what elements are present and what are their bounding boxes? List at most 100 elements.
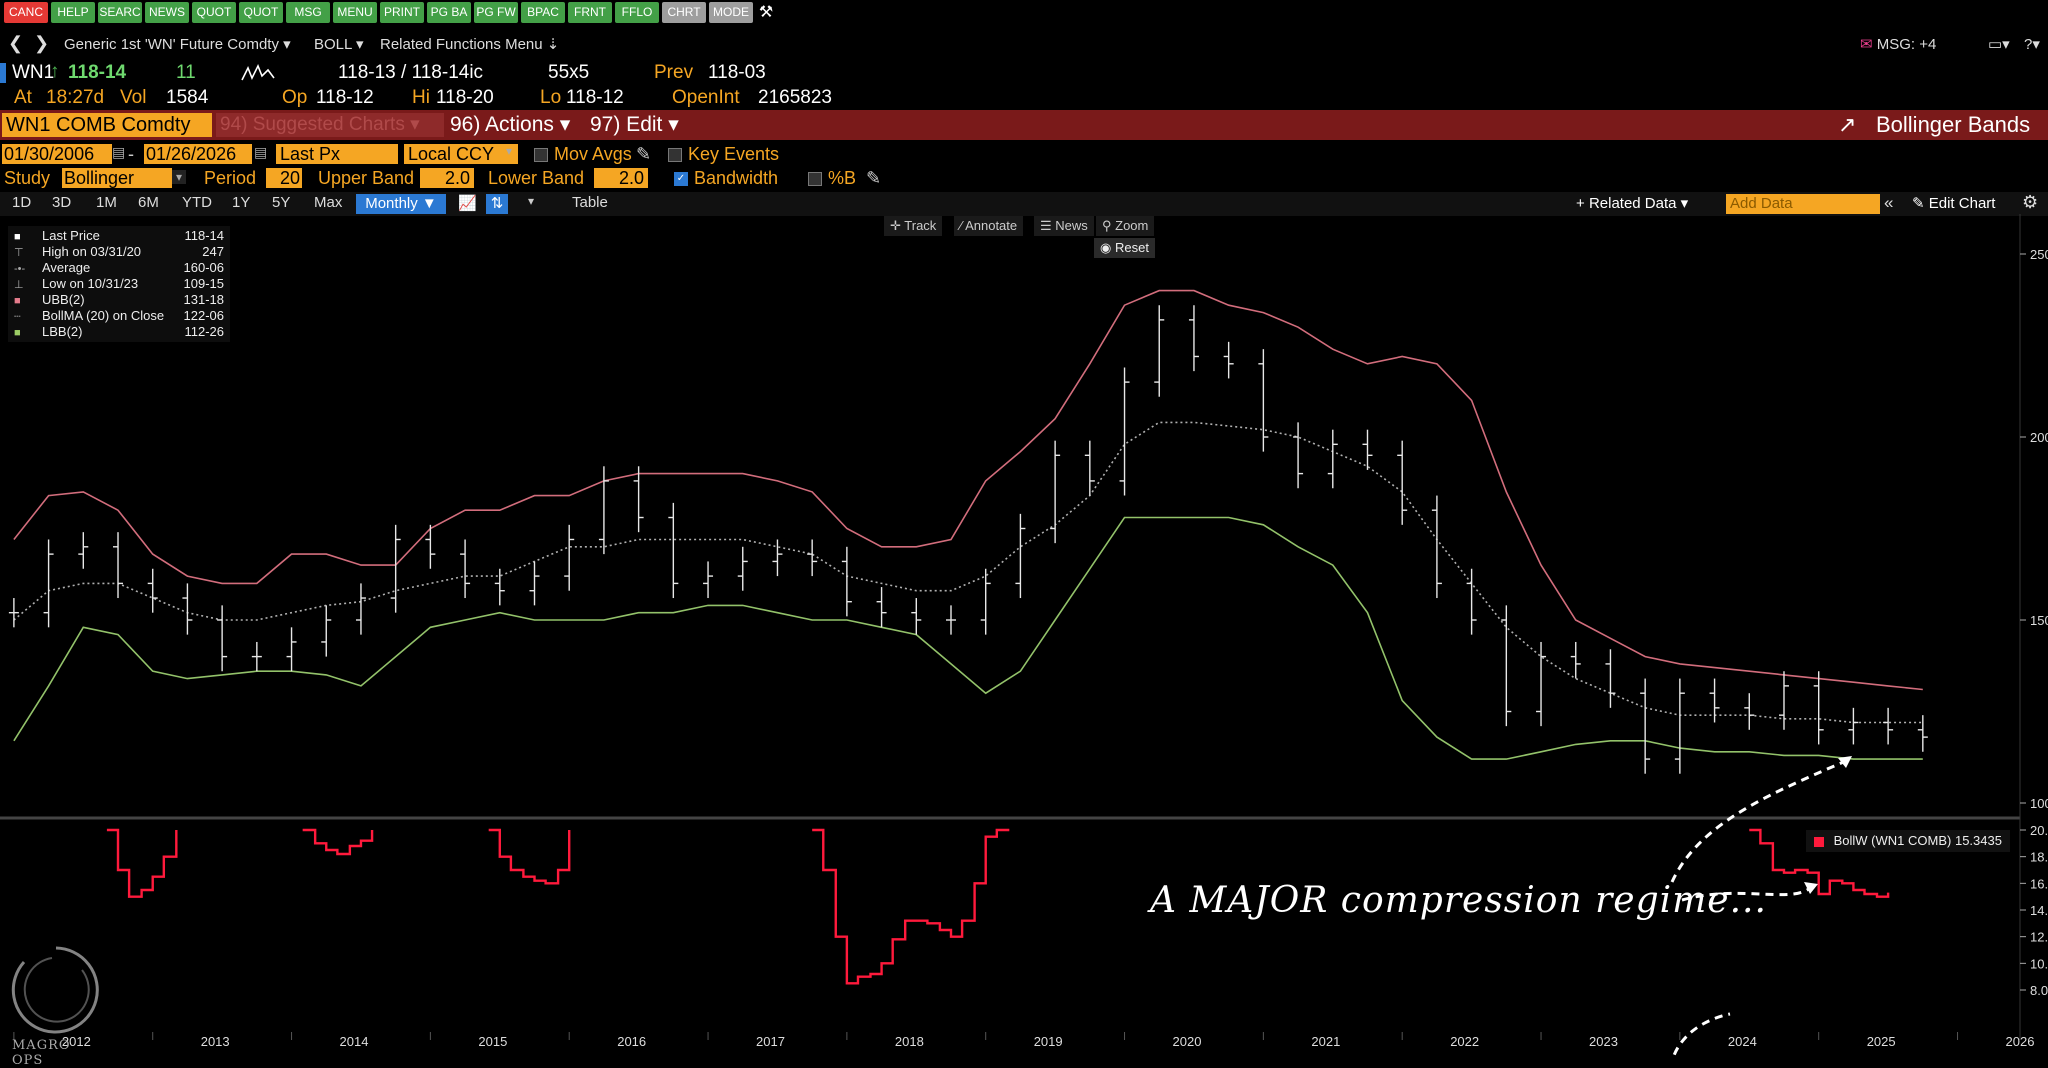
range-button-1m[interactable]: 1M <box>96 194 117 211</box>
range-button-1d[interactable]: 1D <box>12 194 32 211</box>
legend-swatch: -•- <box>14 263 26 275</box>
security-dropdown[interactable]: Generic 1st 'WN' Future Comdty ▾ <box>64 36 291 53</box>
toolbar-button-quot[interactable]: QUOT <box>239 2 283 23</box>
prev-close: 118-03 <box>708 62 766 83</box>
gear-icon[interactable]: ⚙ <box>2022 192 2039 212</box>
mov-avgs-checkbox[interactable] <box>534 148 548 162</box>
collapse-icon[interactable]: « <box>1884 193 1894 212</box>
annotate-label: Annotate <box>965 218 1018 233</box>
key-events-checkbox[interactable] <box>668 148 682 162</box>
zoom-button[interactable]: ⚲ Zoom <box>1096 216 1155 236</box>
currency-select[interactable]: Local CCY <box>404 144 518 164</box>
back-arrow-icon[interactable]: ❮ <box>8 33 24 53</box>
study-select[interactable]: Bollinger <box>62 168 172 188</box>
line-chart-icon[interactable]: 📈 <box>458 195 477 212</box>
calendar-icon[interactable]: ▤ <box>254 144 268 160</box>
popout-icon[interactable]: ↗ <box>1838 112 1857 137</box>
study-dropdown[interactable]: BOLL ▾ <box>314 36 364 53</box>
range-button-max[interactable]: Max <box>314 194 343 211</box>
reset-button[interactable]: ◉ Reset <box>1094 238 1155 258</box>
annotate-button[interactable]: ∕ Annotate <box>954 216 1024 236</box>
range-button-1y[interactable]: 1Y <box>232 194 251 211</box>
msg-indicator[interactable]: ✉ MSG: +4 <box>1860 35 1936 53</box>
chevron-down-icon[interactable]: ▾ <box>528 194 535 208</box>
y-tick-label: 20.00 <box>2030 823 2048 838</box>
toolbar-button-news[interactable]: NEWS <box>145 2 189 23</box>
pctb-checkbox[interactable] <box>808 172 822 186</box>
range-button-3d[interactable]: 3D <box>52 194 72 211</box>
toolbar-button-pg-ba[interactable]: PG BA <box>427 2 471 23</box>
price-field-select[interactable]: Last Px <box>276 144 398 164</box>
start-date-input[interactable]: 01/30/2006 <box>2 144 112 164</box>
range-button-5y[interactable]: 5Y <box>272 194 291 211</box>
at-label: At <box>14 87 32 108</box>
edit-chart-button[interactable]: ✎ Edit Chart <box>1912 195 1996 212</box>
help-icon[interactable]: ?▾ <box>2024 36 2040 53</box>
upper-band-input[interactable]: 2.0 <box>420 168 474 188</box>
sparkline-icon <box>241 64 275 81</box>
toolbar-button-help[interactable]: HELP <box>51 2 95 23</box>
range-button-6m[interactable]: 6M <box>138 194 159 211</box>
upper-band-label: Upper Band <box>318 168 415 188</box>
toolbar-button-bpac[interactable]: BPAC <box>521 2 565 23</box>
y-tick-label: 12.00 <box>2030 930 2048 945</box>
period-input[interactable]: 20 <box>266 168 302 188</box>
security-field[interactable]: WN1 COMB Comdty <box>2 113 212 137</box>
pencil-icon[interactable]: ✎ <box>866 168 882 188</box>
related-functions-menu[interactable]: Related Functions Menu ⇣ <box>380 36 560 53</box>
chevron-down-icon[interactable]: ▾ <box>506 144 513 158</box>
actions-menu[interactable]: 96) Actions ▾ <box>450 113 571 136</box>
chart-legend: ■ Last Price 118-14 ⊤ High on 03/31/20 247 -•-… <box>8 226 230 342</box>
toolbar-button-canc[interactable]: CANC <box>4 2 48 23</box>
track-button[interactable]: ✛ Track <box>884 216 943 236</box>
toolbar-button-chrt[interactable]: CHRT <box>662 2 706 23</box>
legend-label: BollMA (20) on Close <box>42 308 165 323</box>
add-data-input[interactable]: Add Data <box>1726 194 1880 214</box>
toolbar-button-pg-fw[interactable]: PG FW <box>474 2 518 23</box>
legend-row: ■ UBB(2) 131-18 <box>14 292 224 308</box>
suggested-charts-button[interactable]: 94) Suggested Charts ▾ <box>216 113 444 137</box>
bollinger-chart[interactable]: 100 150 200 250 8.00 10.00 12.00 14.00 16.00 18.0… <box>0 214 2048 1058</box>
legend-row: ┄ BollMA (20) on Close 122-06 <box>14 308 224 324</box>
toolbar-button-fflo[interactable]: FFLO <box>615 2 659 23</box>
toolbar-button-frnt[interactable]: FRNT <box>568 2 612 23</box>
bar-chart-icon[interactable]: ⇅ <box>486 194 508 214</box>
date-separator: - <box>128 144 134 164</box>
news-button[interactable]: ☰ News <box>1034 216 1094 236</box>
legend-label: Last Price <box>42 228 100 243</box>
open-price: 118-12 <box>316 87 374 108</box>
bandwidth-checkbox[interactable]: ✓ <box>674 172 688 186</box>
y-tick-label: 10.00 <box>2030 956 2048 971</box>
toolbar-button-menu[interactable]: MENU <box>333 2 377 23</box>
toolbar-button-quot[interactable]: QUOT <box>192 2 236 23</box>
bandwidth-swatch <box>1814 836 1824 847</box>
pencil-icon[interactable]: ✎ <box>636 144 652 164</box>
wrench-icon[interactable]: ⚒ <box>758 4 774 21</box>
series-bollma-20- <box>13 421 1923 724</box>
legend-label: Average <box>42 260 91 275</box>
calendar-icon[interactable]: ▤ <box>112 144 126 160</box>
range-button-ytd[interactable]: YTD <box>182 194 212 211</box>
x-tick-label: 2024 <box>1728 1034 1757 1049</box>
bandwidth-step-line <box>106 828 178 898</box>
window-menu-icon[interactable]: ▭▾ <box>1988 36 2010 53</box>
open-interest: 2165823 <box>758 87 832 108</box>
toolbar-button-print[interactable]: PRINT <box>380 2 424 23</box>
frequency-select[interactable]: Monthly ▼ <box>356 194 446 214</box>
table-button[interactable]: Table <box>572 194 608 211</box>
edit-menu[interactable]: 97) Edit ▾ <box>590 113 679 136</box>
x-tick-label: 2013 <box>201 1034 230 1049</box>
toolbar-button-msg[interactable]: MSG <box>286 2 330 23</box>
chevron-down-icon[interactable]: ▾ <box>172 170 186 184</box>
toolbar-button-mode[interactable]: MODE <box>709 2 753 23</box>
related-data-button[interactable]: + Related Data ▾ <box>1576 195 1689 212</box>
legend-label: Low on 10/31/23 <box>42 276 139 291</box>
toolbar-button-searc[interactable]: SEARC <box>98 2 142 23</box>
legend-label: UBB(2) <box>42 292 85 307</box>
key-events-label: Key Events <box>688 144 780 164</box>
forward-arrow-icon[interactable]: ❯ <box>34 33 50 53</box>
volume: 1584 <box>166 87 209 108</box>
end-date-input[interactable]: 01/26/2026 <box>144 144 252 164</box>
lower-band-input[interactable]: 2.0 <box>594 168 648 188</box>
legend-swatch: ■ <box>14 231 21 243</box>
